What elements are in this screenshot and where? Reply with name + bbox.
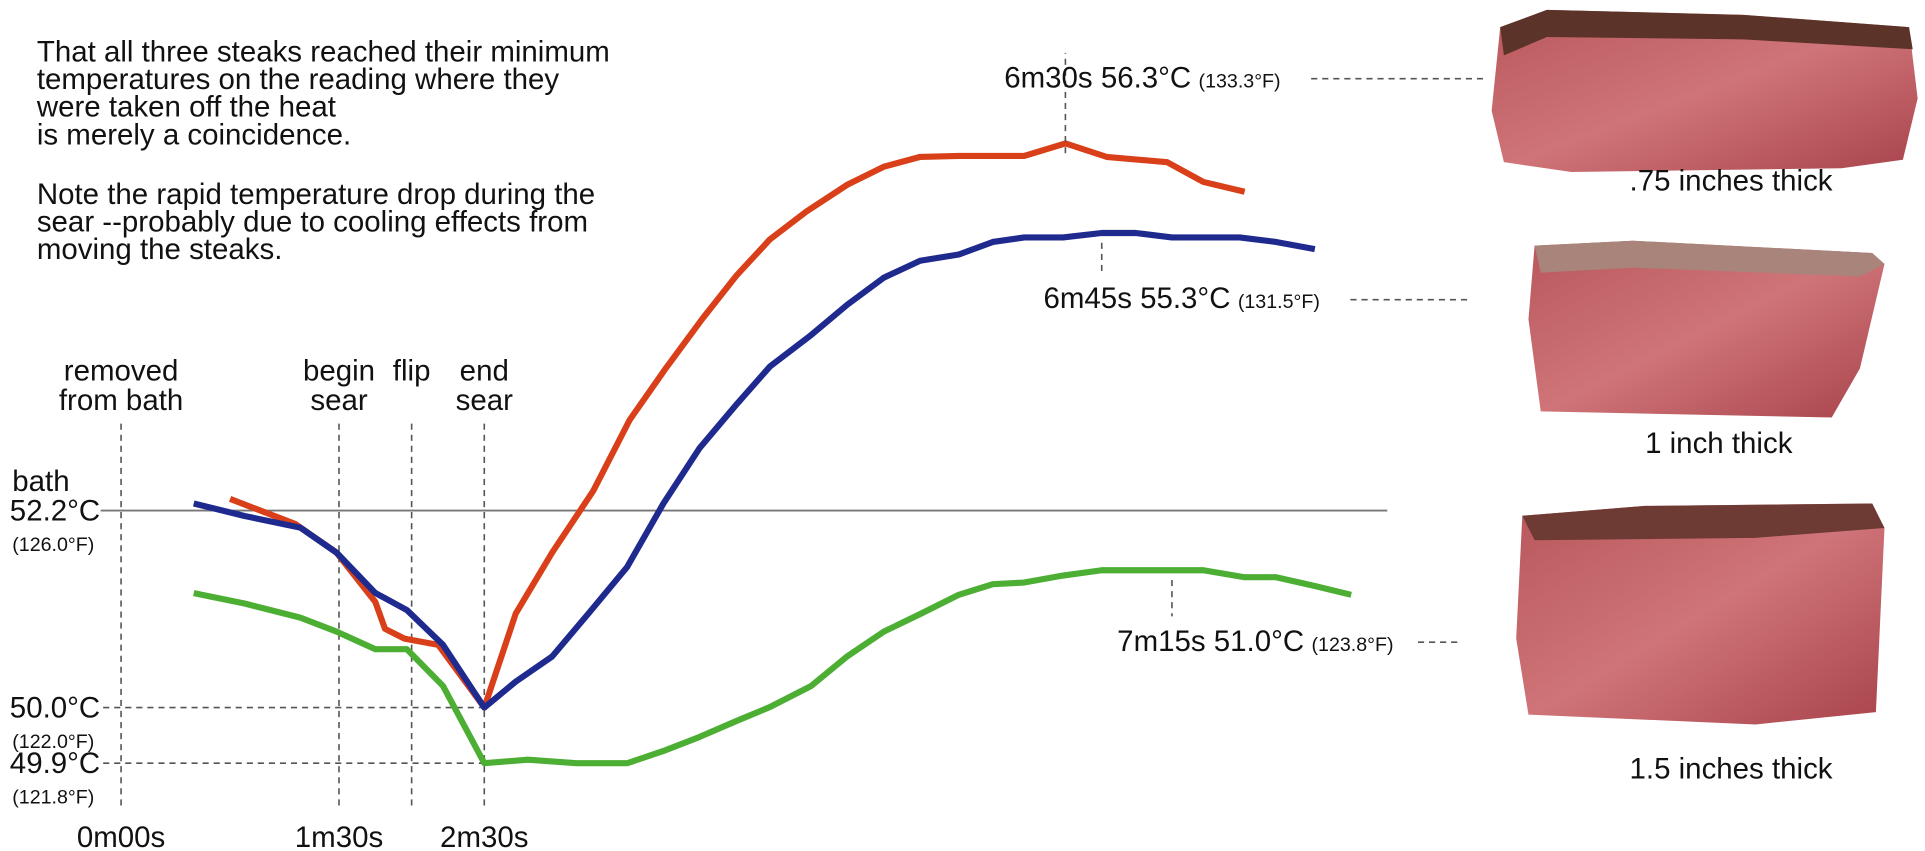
event-label: flip: [393, 355, 431, 388]
chart: That all three steaks reached their mini…: [0, 0, 1925, 851]
y-tick-label: 49.9°C: [10, 747, 100, 780]
reference-label: bath: [12, 465, 69, 498]
y-tick-note: (121.8°F): [12, 787, 94, 809]
peak-label: 7m15s 51.0°C: [1117, 625, 1304, 658]
steak-photo: [1492, 10, 1918, 172]
y-tick-label: 52.2°C: [10, 494, 100, 527]
series-name: 1.5 inches thick: [1630, 752, 1833, 785]
y-tick-note: (126.0°F): [12, 534, 94, 556]
event-label: sear: [310, 384, 367, 417]
event-label: begin: [303, 355, 375, 388]
event-label: sear: [456, 384, 513, 417]
event-label: removed: [64, 355, 179, 388]
series-name: .75 inches thick: [1630, 164, 1833, 197]
event-label: from bath: [59, 384, 183, 417]
x-tick-label: 2m30s: [440, 821, 528, 851]
steak-photo: [1528, 241, 1884, 418]
steak-photo: [1516, 503, 1884, 724]
x-tick-label: 0m00s: [77, 821, 165, 851]
y-tick-label: 50.0°C: [10, 691, 100, 724]
peak-note: (133.3°F): [1199, 70, 1281, 92]
note-text: is merely a coincidence.: [37, 118, 351, 151]
note-text: moving the steaks.: [37, 233, 283, 266]
x-tick-label: 1m30s: [295, 821, 383, 851]
peak-note: (131.5°F): [1238, 291, 1320, 313]
series-name: 1 inch thick: [1645, 427, 1793, 460]
peak-label: 6m45s 55.3°C: [1044, 282, 1231, 315]
peak-label: 6m30s 56.3°C: [1004, 61, 1191, 94]
series-line: [194, 570, 1351, 763]
peak-note: (123.8°F): [1312, 634, 1394, 656]
event-label: end: [460, 355, 509, 388]
